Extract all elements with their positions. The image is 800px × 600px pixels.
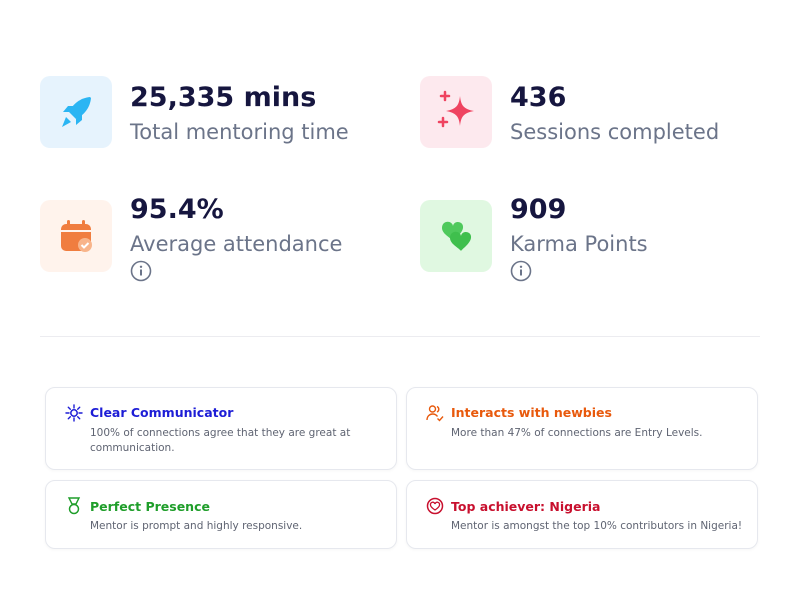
stat-label: Sessions completed	[510, 120, 720, 144]
stat-value: 436	[510, 82, 567, 113]
badge-description: 100% of connections agree that they are …	[90, 427, 351, 454]
badge-description: More than 47% of connections are Entry L…	[451, 427, 703, 439]
badge-card: Top achiever: Nigeria Mentor is amongst …	[406, 480, 758, 549]
divider	[40, 336, 760, 337]
info-icon[interactable]	[130, 260, 152, 282]
rocket-icon	[40, 76, 112, 148]
stat-value: 909	[510, 194, 567, 225]
badge-title: Top achiever: Nigeria	[451, 499, 601, 514]
stat-value: 95.4%	[130, 194, 224, 225]
stat-label: Total mentoring time	[130, 120, 349, 144]
badge-description: Mentor is amongst the top 10% contributo…	[451, 520, 743, 532]
calendar-icon	[40, 200, 112, 272]
badge-description: Mentor is prompt and highly responsive.	[90, 520, 303, 532]
sparkle-icon	[420, 76, 492, 148]
badge-card: Interacts with newbies More than 47% of …	[406, 387, 758, 470]
info-icon[interactable]	[510, 260, 532, 282]
stat-label: Karma Points	[510, 232, 648, 256]
badge-icon	[426, 405, 444, 422]
hearts-icon	[420, 200, 492, 272]
badge-title: Interacts with newbies	[451, 405, 612, 420]
stat-label: Average attendance	[130, 232, 343, 256]
badge-title: Perfect Presence	[90, 499, 210, 514]
badge-icon	[65, 404, 83, 422]
stat-value: 25,335 mins	[130, 82, 317, 113]
badge-card: Perfect Presence Mentor is prompt and hi…	[45, 480, 397, 549]
badge-icon	[426, 497, 444, 515]
badge-icon	[67, 497, 81, 515]
badge-card: Clear Communicator 100% of connections a…	[45, 387, 397, 470]
badge-title: Clear Communicator	[90, 405, 234, 420]
